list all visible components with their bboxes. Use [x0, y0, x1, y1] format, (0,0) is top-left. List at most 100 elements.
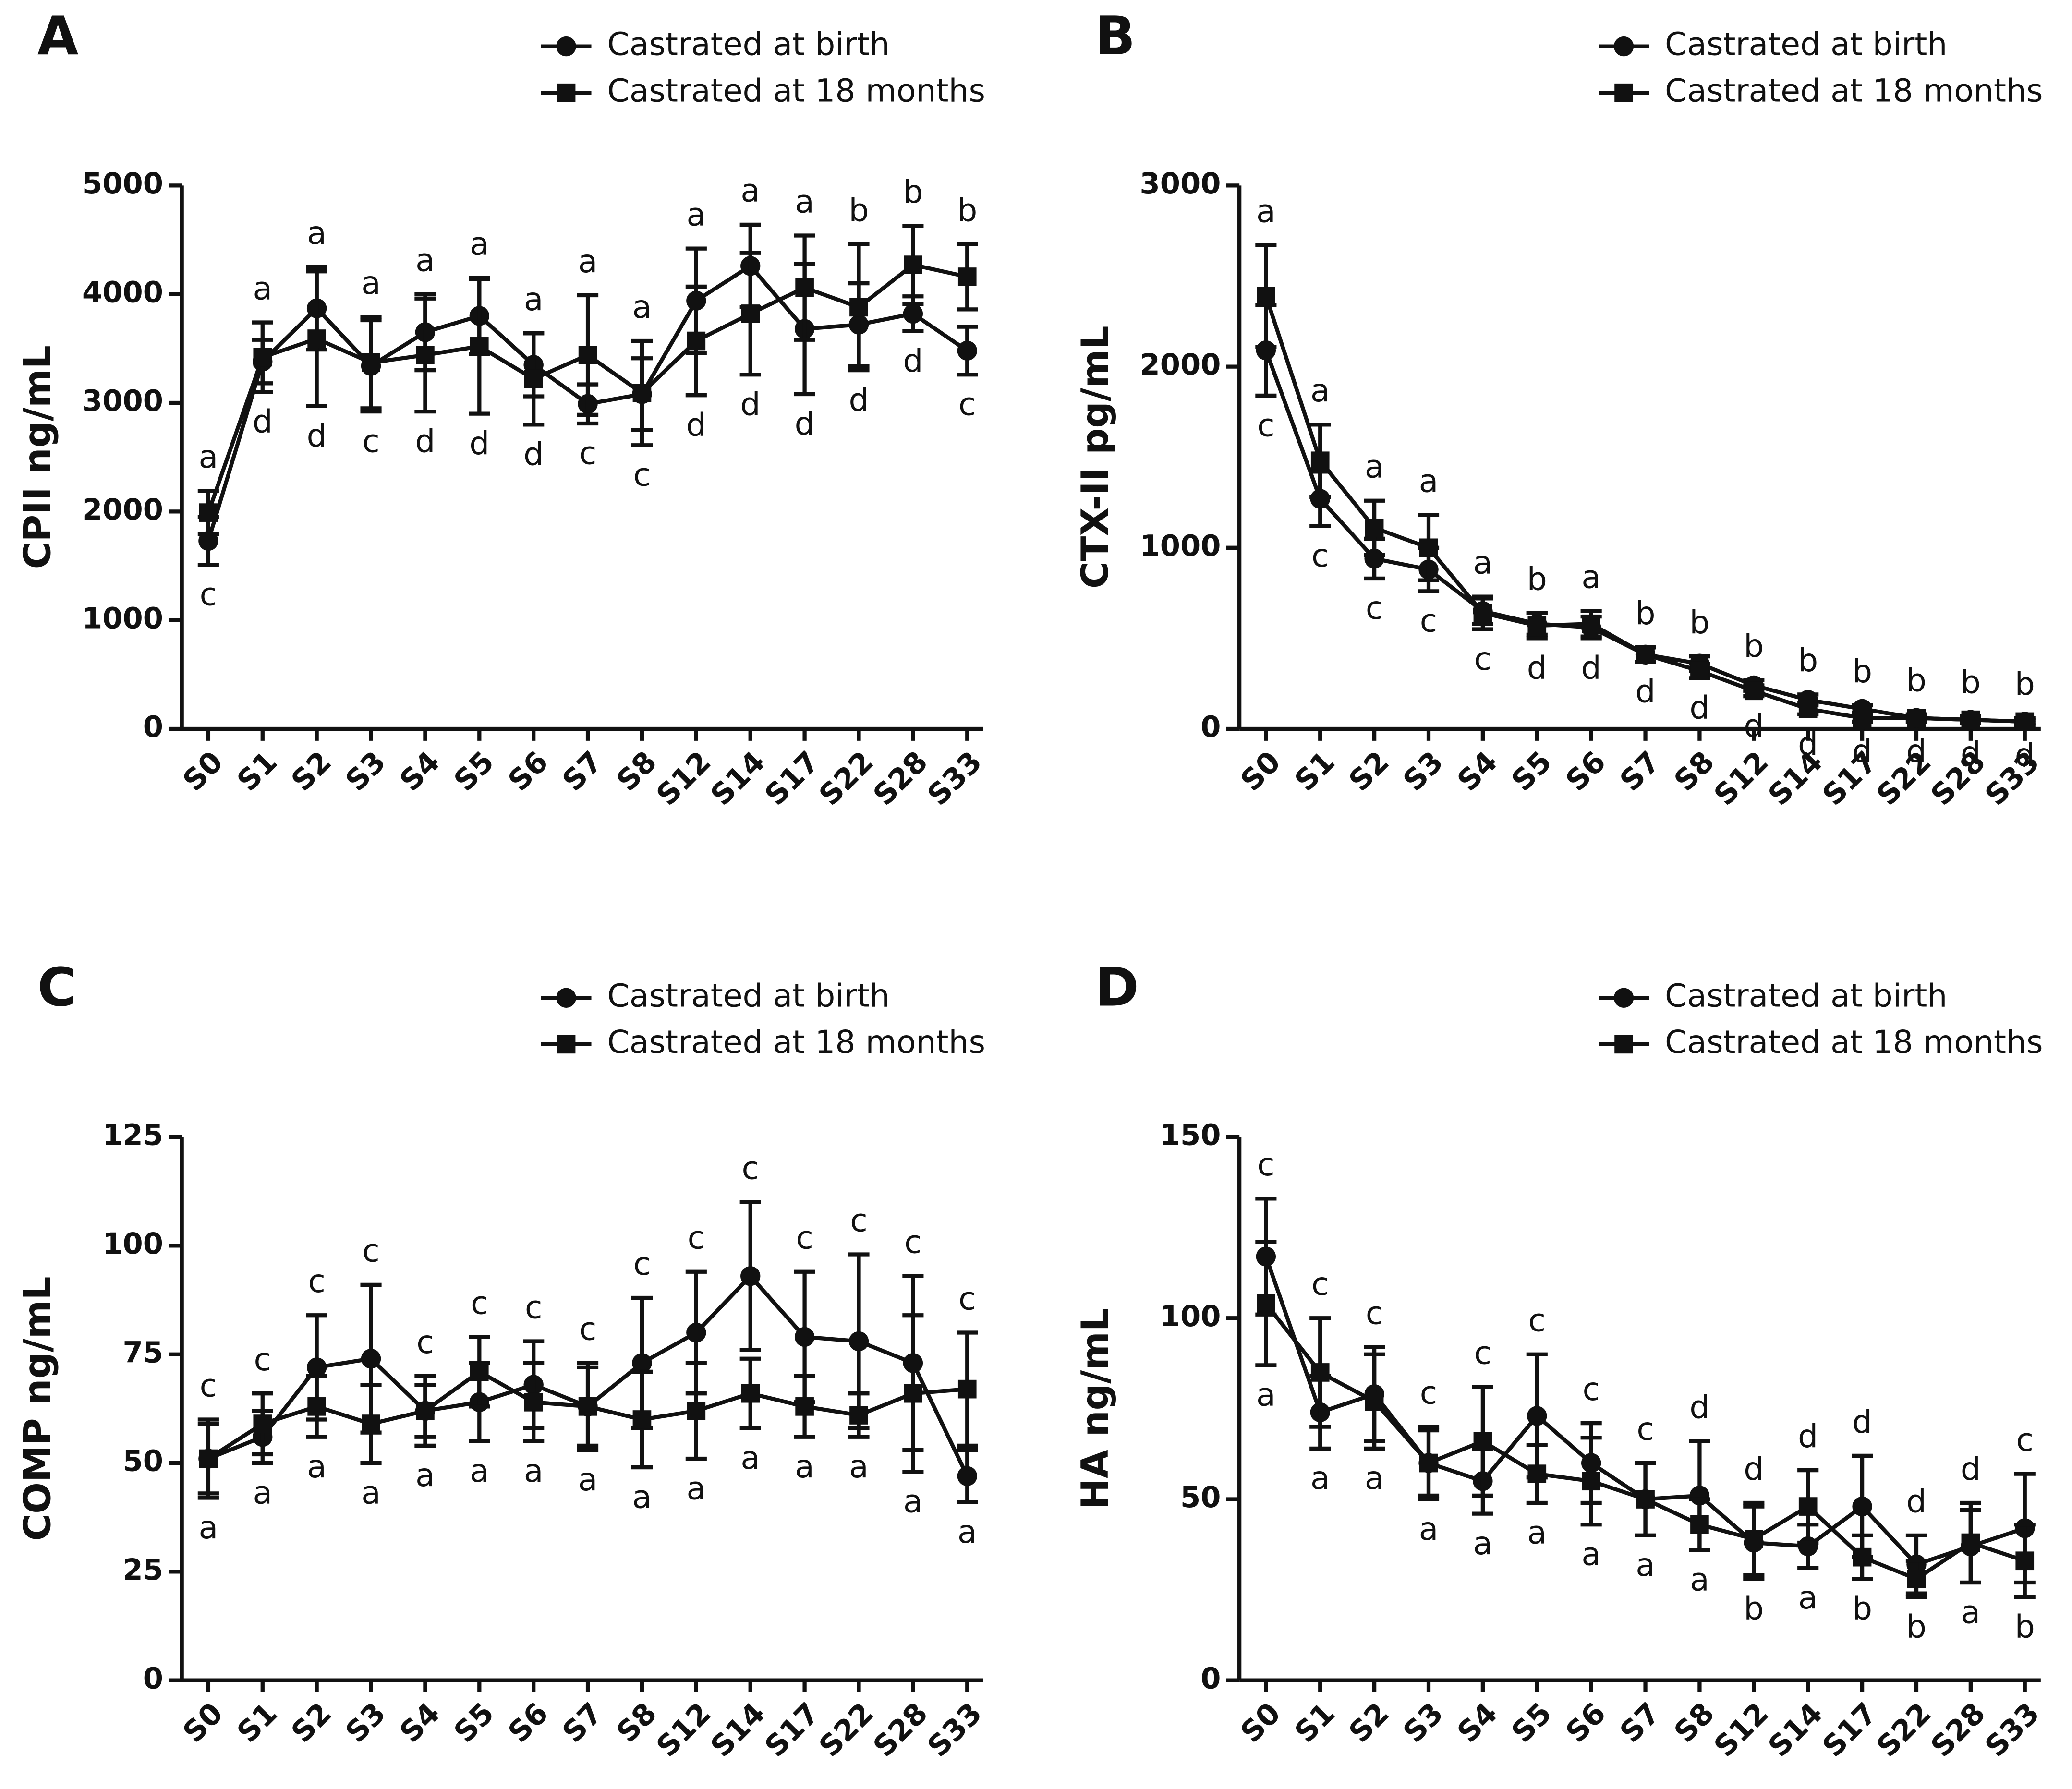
- letter-top: c: [1366, 1294, 1383, 1331]
- marker: [849, 1406, 868, 1425]
- letter-bottom: d: [1798, 725, 1818, 762]
- marker: [794, 1327, 815, 1347]
- y-axis-label: COMP ng/mL: [16, 1276, 59, 1541]
- letter-top: d: [1961, 1451, 1981, 1487]
- letter-bottom: d: [523, 436, 544, 473]
- y-tick-label: 0: [143, 1662, 163, 1695]
- letter-bottom: a: [849, 1448, 869, 1485]
- letter-bottom: d: [1689, 689, 1709, 726]
- letter-bottom: d: [1906, 733, 1927, 770]
- letter-bottom: b: [1744, 1590, 1764, 1627]
- y-tick-label: 3000: [82, 385, 163, 418]
- letter-top: b: [1527, 560, 1547, 597]
- letter-top: c: [1257, 1146, 1274, 1183]
- marker: [1527, 1464, 1547, 1483]
- letter-top: b: [1906, 662, 1927, 699]
- marker: [1365, 518, 1384, 537]
- letter-bottom: c: [1420, 603, 1437, 640]
- letter-bottom: d: [1961, 735, 1981, 772]
- letter-bottom: d: [1581, 650, 1601, 687]
- letter-top: a: [1473, 544, 1493, 581]
- letter-bottom: a: [1690, 1561, 1709, 1598]
- letter-bottom: a: [1527, 1514, 1547, 1551]
- y-tick-label: 0: [143, 711, 163, 744]
- letter-top: d: [1798, 1418, 1818, 1455]
- marker: [1614, 1035, 1633, 1054]
- marker: [1473, 604, 1492, 622]
- letter-bottom: d: [686, 407, 706, 444]
- marker: [1613, 36, 1634, 57]
- marker: [2015, 712, 2035, 731]
- marker: [1473, 1432, 1492, 1451]
- letter-top: c: [742, 1150, 759, 1187]
- letter-top: d: [1906, 1483, 1927, 1520]
- y-tick-label: 2000: [1140, 348, 1221, 382]
- letter-top: c: [579, 1311, 596, 1348]
- marker: [741, 1384, 760, 1403]
- letter-bottom: d: [307, 417, 327, 454]
- marker: [1613, 988, 1634, 1008]
- letter-bottom: a: [957, 1513, 977, 1550]
- marker: [416, 346, 435, 364]
- legend-label: Castrated at birth: [607, 26, 890, 63]
- letter-bottom: c: [1474, 641, 1491, 677]
- marker: [1961, 710, 1980, 729]
- marker: [556, 36, 576, 57]
- marker: [1798, 1497, 1818, 1516]
- letter-bottom: c: [1311, 537, 1329, 574]
- marker: [1636, 645, 1655, 664]
- letter-top: a: [307, 215, 327, 252]
- letter-top: b: [1689, 604, 1709, 641]
- letter-bottom: c: [1366, 590, 1383, 627]
- marker: [556, 988, 576, 1008]
- letter-bottom: a: [1798, 1579, 1818, 1616]
- letter-top: c: [254, 1341, 271, 1378]
- marker: [795, 1397, 814, 1416]
- letter-top: c: [1311, 1266, 1329, 1303]
- y-tick-label: 0: [1200, 711, 1221, 744]
- letter-top: b: [1852, 653, 1872, 690]
- marker: [557, 83, 576, 102]
- panel-label: A: [37, 6, 78, 67]
- letter-top: a: [524, 281, 544, 318]
- letter-top: c: [958, 1280, 976, 1317]
- marker: [578, 1397, 597, 1416]
- y-tick-label: 1000: [1140, 529, 1221, 563]
- letter-top: c: [1528, 1302, 1546, 1339]
- letter-bottom: d: [1527, 650, 1547, 687]
- marker: [740, 1266, 761, 1286]
- letter-top: b: [957, 192, 977, 229]
- letter-top: a: [795, 183, 814, 220]
- marker: [1257, 287, 1275, 305]
- y-tick-label: 50: [123, 1445, 164, 1478]
- marker: [957, 1379, 977, 1399]
- marker: [307, 1397, 326, 1416]
- letter-top: a: [1581, 559, 1601, 596]
- y-tick-label: 1000: [82, 602, 163, 635]
- letter-bottom: a: [903, 1483, 923, 1520]
- letter-bottom: a: [524, 1452, 544, 1489]
- y-tick-label: 125: [102, 1119, 163, 1152]
- letter-bottom: d: [1744, 707, 1764, 744]
- letter-top: c: [362, 1233, 379, 1269]
- letter-bottom: b: [2015, 1608, 2035, 1645]
- letter-top: b: [848, 192, 869, 229]
- marker: [1853, 1547, 1872, 1567]
- marker: [470, 1362, 489, 1381]
- letter-top: c: [1582, 1371, 1599, 1408]
- marker: [1961, 1533, 1980, 1552]
- letter-top: c: [633, 1245, 651, 1282]
- letter-bottom: a: [687, 1470, 706, 1507]
- letter-bottom: a: [470, 1452, 489, 1489]
- letter-top: b: [1798, 642, 1818, 679]
- marker: [307, 329, 326, 348]
- y-tick-label: 50: [1180, 1481, 1221, 1514]
- letter-bottom: a: [1365, 1460, 1384, 1497]
- letter-top: b: [903, 173, 923, 210]
- marker: [199, 503, 218, 522]
- panel-label: C: [37, 957, 76, 1019]
- letter-top: a: [1310, 372, 1330, 409]
- letter-bottom: d: [469, 425, 489, 462]
